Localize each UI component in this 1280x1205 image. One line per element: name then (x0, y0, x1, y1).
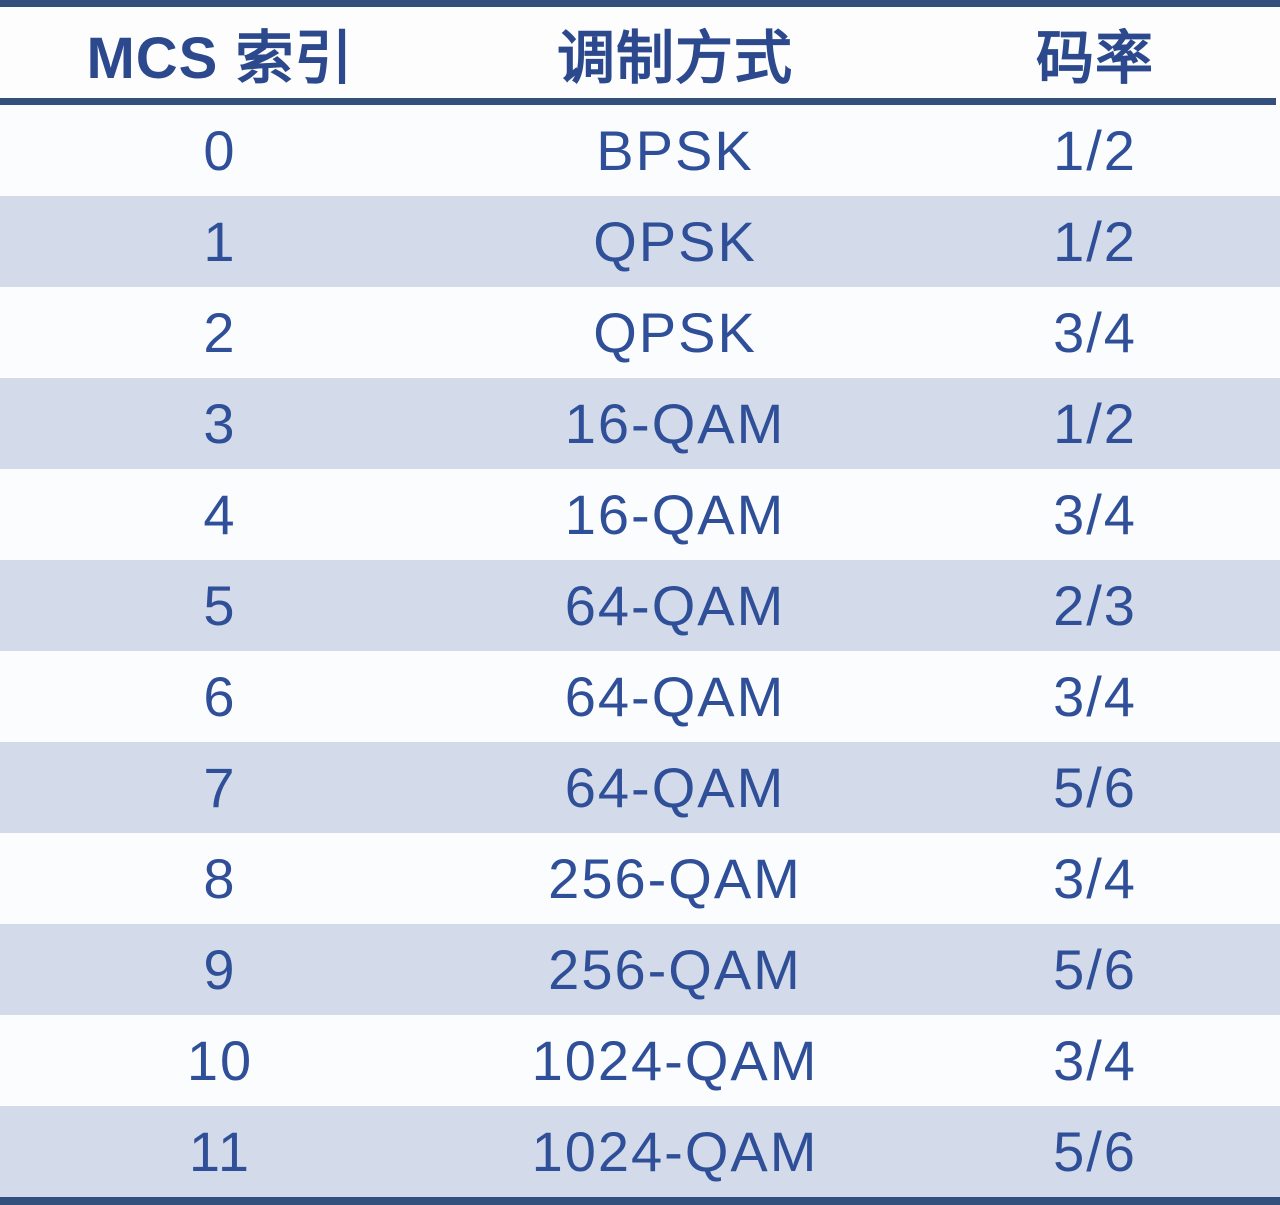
table-row: 6 64-QAM 3/4 (0, 651, 1280, 742)
cell-mcs-index: 6 (203, 665, 237, 728)
table-header-row: MCS 索引 调制方式 码率 (0, 7, 1280, 98)
table-row: 9 256-QAM 5/6 (0, 924, 1280, 1015)
cell-mcs-index: 5 (203, 574, 237, 637)
table-row: 7 64-QAM 5/6 (0, 742, 1280, 833)
column-header-mcs-index: MCS 索引 (86, 25, 354, 91)
table-row: 1 QPSK 1/2 (0, 196, 1280, 287)
table-row: 0 BPSK 1/2 (0, 105, 1280, 196)
cell-mcs-index: 1 (203, 210, 237, 273)
table-row: 5 64-QAM 2/3 (0, 560, 1280, 651)
cell-modulation: QPSK (593, 210, 757, 273)
table-body: 0 BPSK 1/2 1 QPSK 1/2 2 QPSK 3/4 3 16-QA… (0, 105, 1280, 1197)
cell-code-rate: 3/4 (1053, 301, 1137, 364)
cell-mcs-index: 9 (203, 938, 237, 1001)
cell-code-rate: 1/2 (1053, 119, 1137, 182)
cell-code-rate: 3/4 (1053, 1029, 1137, 1092)
cell-modulation: 1024-QAM (531, 1120, 819, 1183)
cell-mcs-index: 2 (203, 301, 237, 364)
cell-mcs-index: 4 (203, 483, 237, 546)
top-border-bar (0, 0, 1280, 7)
table-row: 11 1024-QAM 5/6 (0, 1106, 1280, 1197)
cell-modulation: 256-QAM (548, 847, 802, 910)
cell-code-rate: 1/2 (1053, 210, 1137, 273)
bottom-border-bar (0, 1197, 1280, 1205)
cell-code-rate: 1/2 (1053, 392, 1137, 455)
cell-modulation: 256-QAM (548, 938, 802, 1001)
cell-code-rate: 5/6 (1053, 1120, 1137, 1183)
cell-code-rate: 2/3 (1053, 574, 1137, 637)
table-row: 3 16-QAM 1/2 (0, 378, 1280, 469)
cell-modulation: BPSK (596, 119, 754, 182)
cell-code-rate: 5/6 (1053, 938, 1137, 1001)
cell-modulation: 64-QAM (564, 574, 786, 637)
cell-code-rate: 3/4 (1053, 483, 1137, 546)
cell-modulation: QPSK (593, 301, 757, 364)
column-header-modulation: 调制方式 (556, 25, 793, 91)
table-row: 4 16-QAM 3/4 (0, 469, 1280, 560)
header-separator-bar (0, 98, 1276, 105)
cell-modulation: 16-QAM (564, 483, 786, 546)
table-row: 10 1024-QAM 3/4 (0, 1015, 1280, 1106)
cell-mcs-index: 0 (203, 119, 237, 182)
cell-mcs-index: 8 (203, 847, 237, 910)
table-row: 8 256-QAM 3/4 (0, 833, 1280, 924)
cell-modulation: 16-QAM (564, 392, 786, 455)
table-row: 2 QPSK 3/4 (0, 287, 1280, 378)
cell-modulation: 64-QAM (564, 756, 786, 819)
cell-code-rate: 5/6 (1053, 756, 1137, 819)
cell-mcs-index: 7 (203, 756, 237, 819)
cell-modulation: 64-QAM (564, 665, 786, 728)
cell-mcs-index: 3 (203, 392, 237, 455)
cell-code-rate: 3/4 (1053, 847, 1137, 910)
cell-code-rate: 3/4 (1053, 665, 1137, 728)
cell-mcs-index: 11 (188, 1120, 252, 1183)
column-header-code-rate: 码率 (1035, 25, 1154, 91)
cell-mcs-index: 10 (186, 1029, 254, 1092)
cell-modulation: 1024-QAM (531, 1029, 819, 1092)
